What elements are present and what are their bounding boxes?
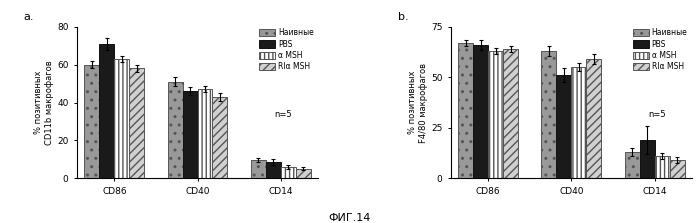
Y-axis label: % позитивных
F4/80 макрофагов: % позитивных F4/80 макрофагов — [408, 63, 428, 142]
Bar — [129, 68, 144, 178]
Bar — [670, 160, 684, 178]
Bar — [586, 59, 601, 178]
Text: ФИГ.14: ФИГ.14 — [329, 213, 370, 223]
Text: a.: a. — [24, 12, 34, 22]
Bar — [85, 65, 99, 178]
Bar — [168, 82, 182, 178]
Legend: Наивные, PBS, α MSH, RIα MSH: Наивные, PBS, α MSH, RIα MSH — [633, 28, 689, 72]
Bar — [542, 51, 556, 178]
Bar — [473, 45, 488, 178]
Bar — [212, 97, 227, 178]
Bar — [251, 160, 266, 178]
Bar — [459, 43, 473, 178]
Bar — [182, 91, 198, 178]
Bar — [625, 152, 640, 178]
Bar — [488, 51, 503, 178]
Bar — [571, 67, 586, 178]
Bar — [556, 75, 571, 178]
Bar — [115, 59, 129, 178]
Legend: Наивные, PBS, α MSH, RIα MSH: Наивные, PBS, α MSH, RIα MSH — [259, 28, 315, 72]
Y-axis label: % позитивных
CD11b макрофагов: % позитивных CD11b макрофагов — [34, 60, 55, 145]
Bar — [99, 44, 115, 178]
Text: n=5: n=5 — [649, 110, 666, 119]
Text: n=5: n=5 — [275, 110, 292, 119]
Bar — [640, 140, 654, 178]
Bar — [198, 89, 212, 178]
Bar — [266, 162, 281, 178]
Text: b.: b. — [398, 12, 408, 22]
Bar — [281, 167, 296, 178]
Bar — [654, 156, 670, 178]
Bar — [503, 49, 518, 178]
Bar — [296, 169, 310, 178]
